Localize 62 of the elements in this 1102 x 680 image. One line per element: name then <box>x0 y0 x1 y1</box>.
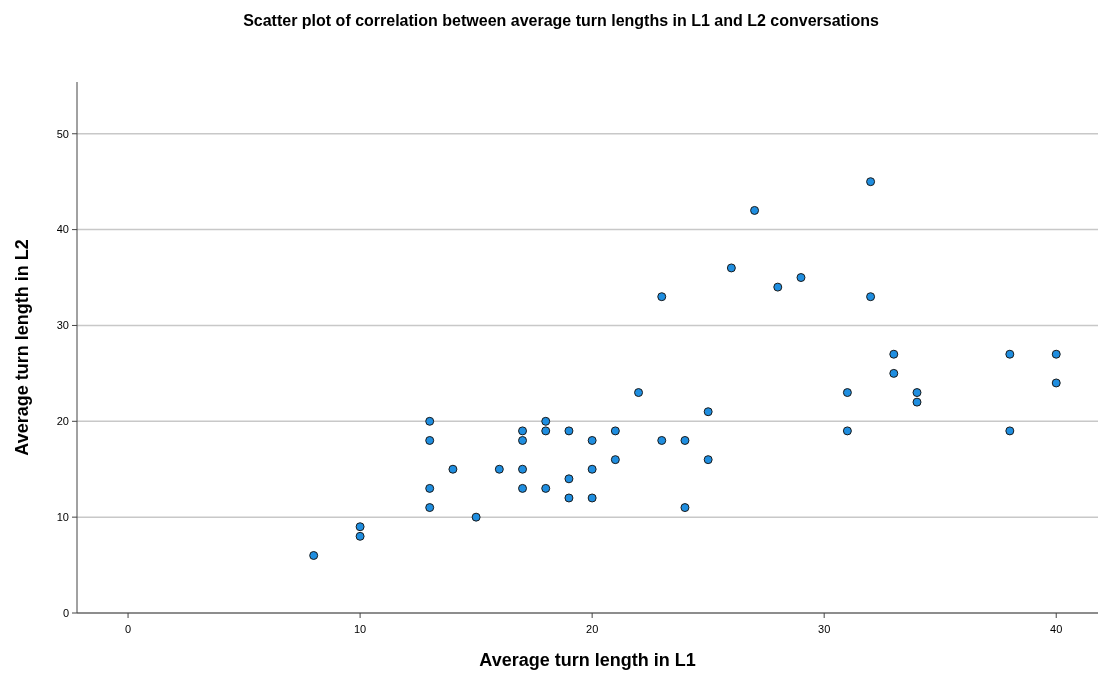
point <box>680 435 690 445</box>
point <box>680 503 690 513</box>
point <box>425 416 435 426</box>
y-tick-label: 30 <box>56 319 69 332</box>
point <box>587 464 597 474</box>
point <box>541 416 551 426</box>
point <box>750 205 760 215</box>
point <box>518 483 528 493</box>
point <box>518 464 528 474</box>
x-tick-label: 30 <box>818 623 831 635</box>
point <box>355 522 365 532</box>
point <box>1051 349 1061 359</box>
point <box>634 388 644 398</box>
y-tick-label: 0 <box>62 606 69 619</box>
point <box>541 426 551 436</box>
point <box>1005 426 1015 436</box>
point <box>842 388 852 398</box>
point <box>912 397 922 407</box>
point <box>703 407 713 417</box>
point <box>796 273 806 283</box>
point <box>610 455 620 465</box>
chart-title: Scatter plot of correlation between average turn lengths in L1 and L2 conversations <box>243 12 879 29</box>
y-axis-title: Average turn length in L2 <box>12 239 32 456</box>
y-tick-label: 10 <box>56 511 69 523</box>
point <box>587 435 597 445</box>
point <box>425 483 435 493</box>
point <box>425 435 435 445</box>
point <box>889 349 899 359</box>
point <box>564 426 574 436</box>
point <box>564 493 574 503</box>
point <box>587 493 597 503</box>
point <box>448 464 458 474</box>
point <box>564 474 574 484</box>
x-tick-label: 20 <box>586 623 599 635</box>
point <box>1005 349 1015 359</box>
point <box>1051 378 1061 388</box>
point <box>518 426 528 436</box>
point <box>610 426 620 436</box>
point <box>541 483 551 493</box>
point <box>355 531 365 541</box>
x-axis-title: Average turn length in L1 <box>479 650 696 670</box>
x-tick-label: 40 <box>1050 623 1063 635</box>
point <box>657 292 667 302</box>
y-tick-label: 50 <box>56 127 69 140</box>
point <box>425 503 435 513</box>
point <box>657 435 667 445</box>
y-tick-label: 20 <box>56 415 69 428</box>
point <box>866 177 876 187</box>
point <box>889 368 899 378</box>
point <box>842 426 852 436</box>
x-tick-label: 10 <box>353 623 367 635</box>
point <box>912 388 922 398</box>
point <box>703 455 713 465</box>
point <box>866 292 876 302</box>
point <box>518 435 528 445</box>
x-tick-label: 0 <box>124 623 132 635</box>
point <box>309 551 319 560</box>
point <box>494 464 504 474</box>
point <box>726 263 736 273</box>
point <box>471 512 481 522</box>
y-tick-label: 40 <box>56 223 69 236</box>
point <box>773 282 783 292</box>
